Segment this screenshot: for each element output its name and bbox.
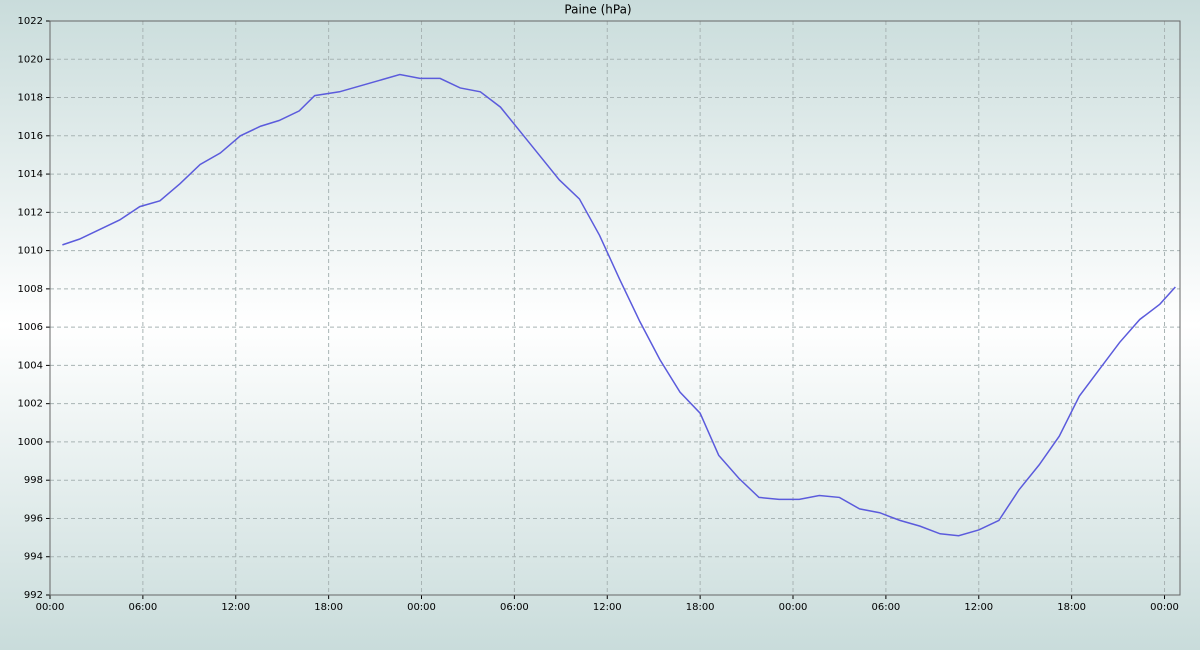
y-tick-label: 1008 bbox=[18, 284, 43, 295]
chart-title: Paine (hPa) bbox=[564, 3, 631, 17]
y-tick-label: 1006 bbox=[18, 322, 43, 333]
y-tick-label: 1012 bbox=[18, 207, 43, 218]
y-tick-label: 1018 bbox=[18, 93, 43, 104]
x-tick-label: 12:00 bbox=[221, 602, 250, 613]
x-tick-label: 00:00 bbox=[407, 602, 436, 613]
y-tick-label: 1020 bbox=[18, 54, 43, 65]
y-tick-label: 1016 bbox=[18, 131, 43, 142]
x-tick-label: 06:00 bbox=[500, 602, 529, 613]
x-tick-label: 18:00 bbox=[686, 602, 715, 613]
x-tick-label: 12:00 bbox=[593, 602, 622, 613]
y-tick-label: 1014 bbox=[18, 169, 43, 180]
y-tick-label: 998 bbox=[24, 475, 43, 486]
x-tick-label: 18:00 bbox=[1057, 602, 1086, 613]
y-tick-label: 1000 bbox=[18, 437, 43, 448]
y-tick-label: 996 bbox=[24, 513, 43, 524]
x-tick-label: 00:00 bbox=[36, 602, 65, 613]
y-tick-label: 1010 bbox=[18, 246, 43, 257]
x-tick-label: 12:00 bbox=[964, 602, 993, 613]
x-tick-label: 00:00 bbox=[1150, 602, 1179, 613]
y-tick-label: 994 bbox=[24, 552, 43, 563]
y-tick-label: 992 bbox=[24, 590, 43, 601]
x-tick-label: 06:00 bbox=[871, 602, 900, 613]
x-tick-label: 06:00 bbox=[128, 602, 157, 613]
x-tick-label: 00:00 bbox=[779, 602, 808, 613]
x-tick-label: 18:00 bbox=[314, 602, 343, 613]
y-tick-label: 1004 bbox=[18, 360, 43, 371]
y-tick-label: 1002 bbox=[18, 399, 43, 410]
line bbox=[62, 73, 1176, 537]
plot-frame bbox=[49, 20, 1181, 596]
y-tick-label: 1022 bbox=[18, 16, 43, 27]
